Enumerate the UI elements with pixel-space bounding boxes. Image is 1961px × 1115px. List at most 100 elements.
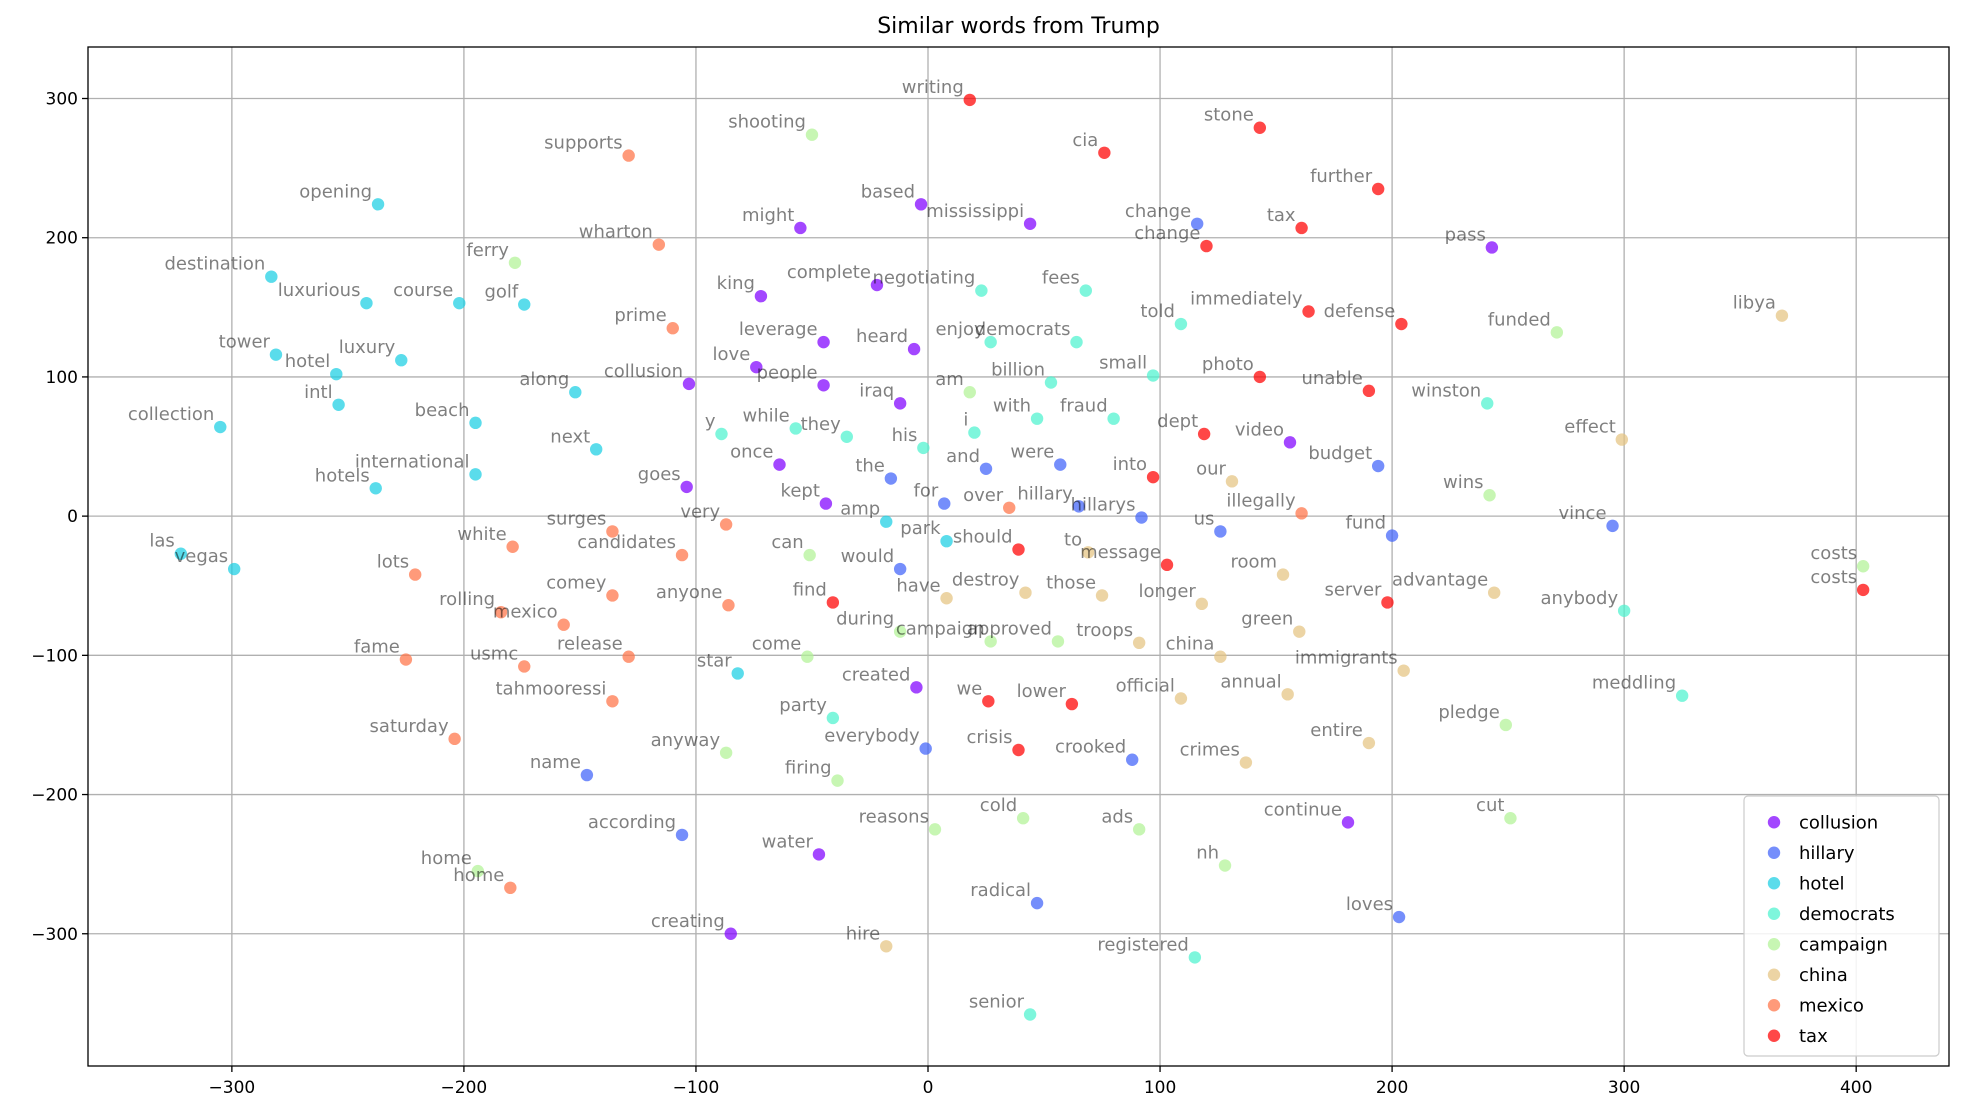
- point-label: tahmooressi: [496, 678, 607, 699]
- point-label: fund: [1345, 513, 1386, 534]
- point-label: hillary: [1017, 483, 1073, 504]
- point-label: supports: [544, 133, 623, 154]
- y-tick-label: 0: [67, 507, 78, 527]
- point-label: pledge: [1438, 702, 1499, 723]
- data-point-hillary: [938, 497, 951, 510]
- data-point-mexico: [622, 650, 635, 663]
- data-point-china: [1276, 568, 1290, 581]
- data-point-collusion: [680, 480, 693, 494]
- data-point-mexico: [606, 589, 619, 602]
- data-point-campaign: [963, 386, 976, 399]
- point-label: pass: [1445, 224, 1486, 245]
- data-point-tax: [1253, 370, 1267, 384]
- point-label: for: [913, 481, 938, 502]
- point-label: hire: [846, 923, 881, 944]
- point-label: collection: [128, 404, 214, 425]
- data-point-hillary: [1030, 896, 1044, 910]
- plot-frame: [87, 46, 1950, 1067]
- point-label: effect: [1564, 417, 1616, 438]
- data-point-hotel: [214, 420, 227, 434]
- legend-marker: [1767, 907, 1781, 920]
- legend-box: [1743, 795, 1940, 1057]
- data-point-campaign: [801, 650, 814, 663]
- data-point-hotel: [360, 296, 373, 310]
- data-point-china: [1362, 736, 1376, 750]
- data-point-mexico: [408, 568, 422, 581]
- point-label: change: [1125, 201, 1191, 222]
- data-point-tax: [1295, 221, 1308, 235]
- legend-marker: [1767, 938, 1781, 951]
- point-label: come: [752, 634, 802, 655]
- point-label: based: [861, 181, 915, 202]
- y-tick-label: 300: [46, 90, 78, 110]
- point-label: international: [355, 451, 470, 472]
- legend-marker: [1767, 968, 1781, 981]
- point-label: were: [1010, 442, 1054, 463]
- data-point-democrats: [789, 422, 802, 435]
- point-label: defense: [1324, 301, 1396, 322]
- point-label: illegally: [1226, 490, 1296, 511]
- point-label: leverage: [739, 319, 818, 340]
- point-label: love: [713, 344, 751, 365]
- data-point-democrats: [917, 441, 930, 455]
- data-point-democrats: [840, 430, 853, 443]
- point-label: fame: [354, 637, 400, 658]
- data-point-democrats: [1079, 284, 1092, 297]
- point-label: cold: [980, 795, 1017, 816]
- point-label: intl: [304, 382, 332, 403]
- data-point-campaign: [471, 864, 485, 878]
- data-point-democrats: [1174, 317, 1188, 331]
- data-point-campaign: [719, 746, 733, 759]
- legend-label: democrats: [1799, 904, 1895, 925]
- data-point-collusion: [724, 927, 737, 940]
- data-point-china: [1397, 664, 1410, 677]
- point-label: would: [841, 546, 895, 567]
- point-label: immediately: [1190, 288, 1303, 309]
- point-label: cut: [1476, 795, 1504, 816]
- point-label: wins: [1443, 472, 1484, 493]
- point-label: should: [953, 527, 1013, 548]
- data-point-tax: [1362, 384, 1376, 398]
- point-label: dept: [1157, 411, 1198, 432]
- x-tick-label: −200: [441, 1078, 488, 1098]
- point-labels: might based mississippi king complete leverag…: [128, 77, 1857, 1013]
- data-point-campaign: [984, 635, 997, 648]
- point-label: very: [680, 501, 720, 522]
- point-label: writing: [902, 77, 964, 98]
- point-label: white: [457, 524, 506, 545]
- data-point-hotel: [269, 348, 283, 361]
- point-label: usmc: [470, 643, 518, 664]
- data-point-democrats: [1107, 412, 1120, 425]
- point-label: next: [550, 426, 590, 447]
- data-point-collusion: [907, 342, 921, 356]
- point-label: room: [1230, 552, 1277, 573]
- data-point-mexico: [722, 599, 735, 612]
- point-label: mississippi: [926, 201, 1024, 222]
- point-label: prime: [614, 305, 666, 326]
- data-point-collusion: [819, 497, 833, 510]
- point-label: longer: [1138, 581, 1196, 602]
- data-point-mexico: [506, 540, 519, 553]
- data-point-campaign: [1856, 560, 1870, 573]
- point-label: creating: [651, 911, 725, 932]
- data-point-hillary: [1072, 500, 1086, 513]
- point-label: to: [1064, 529, 1082, 550]
- x-tick-label: 0: [923, 1078, 934, 1098]
- data-point-china: [1195, 597, 1209, 611]
- data-point-collusion: [817, 335, 830, 349]
- point-label: can: [771, 532, 803, 553]
- data-point-democrats: [1481, 397, 1494, 410]
- point-label: everybody: [824, 726, 920, 747]
- point-label: hillarys: [1071, 495, 1136, 516]
- data-point-china: [1095, 589, 1109, 602]
- point-label: fees: [1042, 268, 1080, 289]
- point-label: golf: [484, 282, 518, 303]
- data-point-campaign: [803, 548, 816, 562]
- data-point-mexico: [606, 695, 619, 708]
- data-point-hillary: [1371, 459, 1385, 473]
- point-label: with: [993, 396, 1031, 417]
- data-point-tax: [826, 596, 840, 609]
- point-label: vegas: [175, 546, 229, 567]
- point-label: negotiating: [872, 268, 975, 289]
- point-label: official: [1116, 675, 1175, 696]
